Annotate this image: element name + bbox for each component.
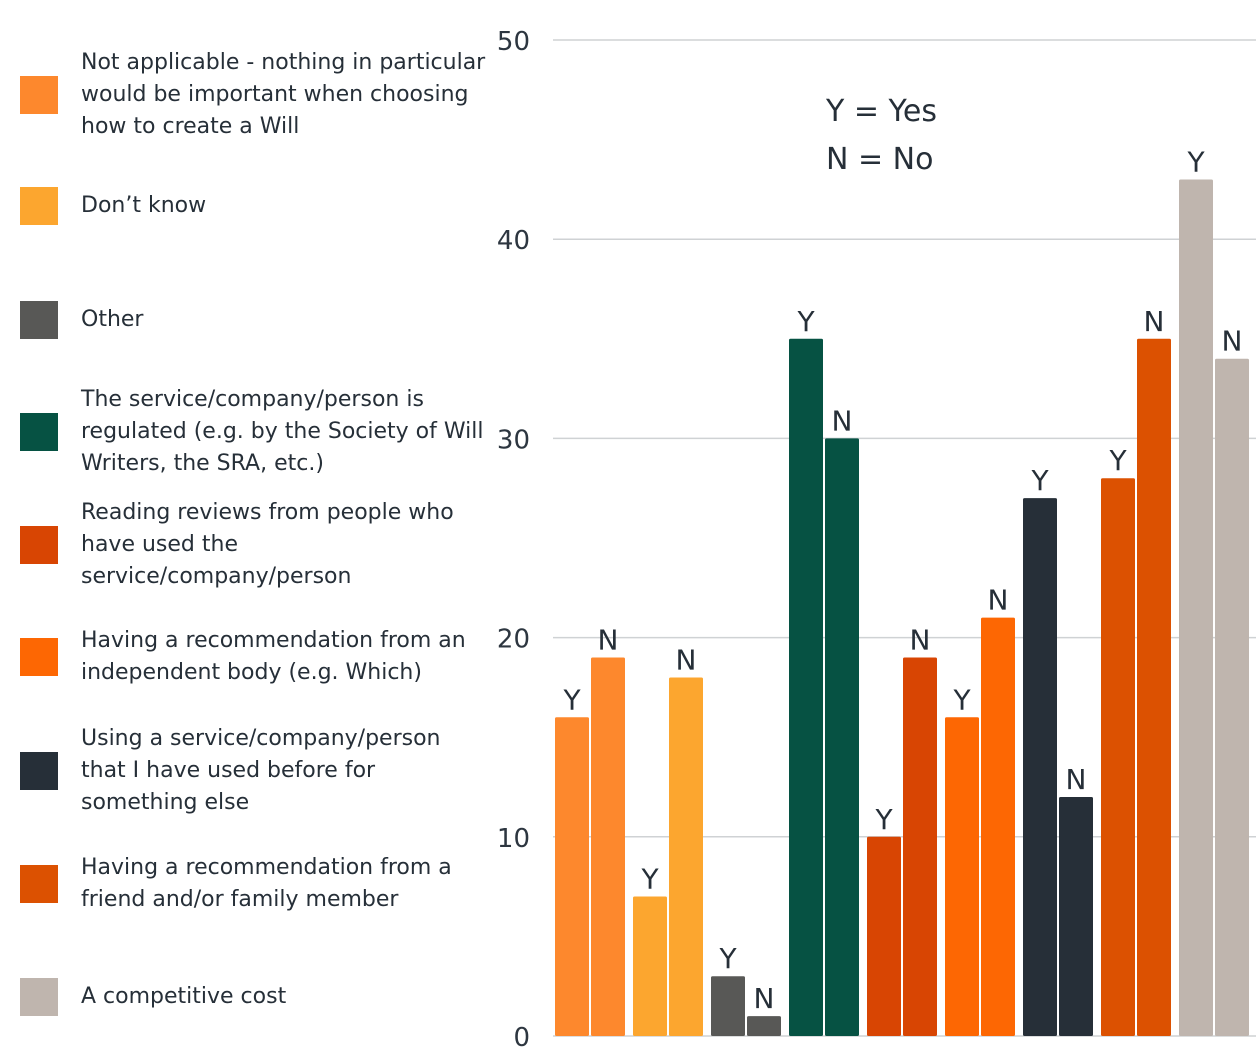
bar	[1179, 179, 1213, 1036]
legend: Not applicable - nothing in particular w…	[0, 0, 500, 1048]
bar	[633, 896, 667, 1036]
legend-swatch	[20, 865, 58, 903]
legend-label: Having a recommendation from an independ…	[81, 628, 466, 685]
bar	[669, 677, 703, 1036]
legend-label: Don’t know	[81, 193, 207, 218]
y-tick-label: 40	[497, 226, 530, 256]
bar	[825, 438, 859, 1036]
bar-label: Y	[874, 803, 893, 836]
legend-label: Other	[81, 307, 144, 332]
y-tick-label: 0	[513, 1023, 530, 1048]
legend-swatch	[20, 638, 58, 676]
bar	[1137, 338, 1171, 1036]
bar-label: N	[832, 404, 853, 437]
bar-label: Y	[718, 942, 737, 975]
legend-item: The service/company/person is regulated …	[20, 384, 491, 480]
legend-item: Other	[20, 301, 491, 339]
legend-swatch	[20, 752, 58, 790]
legend-item: Not applicable - nothing in particular w…	[20, 47, 491, 143]
legend-label: Having a recommendation from a friend an…	[81, 855, 452, 912]
bar	[711, 976, 745, 1036]
bar-label: N	[754, 982, 775, 1015]
legend-label: Using a service/company/person that I ha…	[81, 726, 441, 815]
legend-item: Having a recommendation from a friend an…	[20, 852, 491, 916]
legend-item: Don’t know	[20, 187, 491, 225]
legend-item: Using a service/company/person that I ha…	[20, 723, 491, 819]
legend-item: A competitive cost	[20, 978, 491, 1016]
legend-swatch	[20, 413, 58, 451]
bar	[1023, 498, 1057, 1036]
bar-label: N	[1222, 325, 1243, 358]
bar	[945, 717, 979, 1036]
legend-swatch	[20, 301, 58, 339]
legend-swatch	[20, 526, 58, 564]
bar-label: N	[676, 643, 697, 676]
bar	[555, 717, 589, 1036]
bar-label: N	[1066, 763, 1087, 796]
bar	[789, 338, 823, 1036]
bar	[591, 657, 625, 1036]
bar	[1101, 478, 1135, 1036]
legend-swatch	[20, 187, 58, 225]
legend-item: Having a recommendation from an independ…	[20, 625, 491, 689]
legend-label: A competitive cost	[81, 984, 287, 1009]
bar-label: Y	[562, 683, 581, 716]
bar	[903, 657, 937, 1036]
bar-label: Y	[952, 683, 971, 716]
legend-label: Reading reviews from people who have use…	[81, 500, 454, 589]
bar	[867, 836, 901, 1036]
legend-label: Not applicable - nothing in particular w…	[81, 50, 486, 139]
y-tick-label: 50	[497, 27, 530, 57]
annotation-text: N = No	[826, 142, 933, 177]
bar	[1059, 796, 1093, 1036]
bar-label: N	[598, 624, 619, 657]
y-tick-label: 10	[497, 824, 530, 854]
bar-label: Y	[796, 305, 815, 338]
legend-swatch	[20, 76, 58, 114]
bar-label: Y	[640, 863, 659, 896]
bar-label: Y	[1030, 464, 1049, 497]
legend-label: The service/company/person is regulated …	[81, 387, 484, 476]
bar-label: Y	[1108, 444, 1127, 477]
y-tick-label: 20	[497, 625, 530, 655]
bar	[1215, 358, 1249, 1037]
legend-swatch	[20, 978, 58, 1016]
bar-label: N	[988, 584, 1009, 617]
annotation-text: Y = Yes	[825, 94, 937, 129]
bar	[747, 1016, 781, 1036]
legend-item: Reading reviews from people who have use…	[20, 497, 491, 593]
bar	[981, 617, 1015, 1036]
y-tick-label: 30	[497, 425, 530, 455]
bar-label: Y	[1186, 145, 1205, 178]
bar-label: N	[1144, 305, 1165, 338]
bar-label: N	[910, 624, 931, 657]
